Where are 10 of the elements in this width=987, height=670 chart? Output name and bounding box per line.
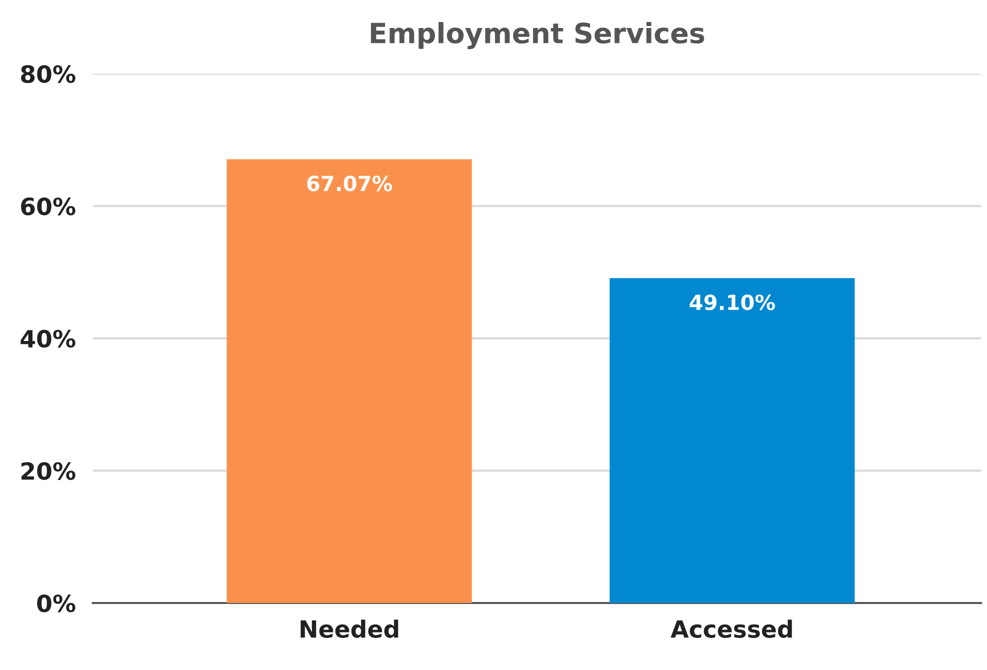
- data-label: 49.10%: [690, 294, 775, 310]
- x-tick-label: Needed: [300, 620, 398, 638]
- chart-title: Employment Services: [370, 22, 704, 50]
- y-tick-label: 60%: [21, 197, 76, 216]
- y-tick-label: 0%: [37, 594, 76, 612]
- data-label: 67.07%: [307, 176, 392, 192]
- y-tick-label: 20%: [21, 462, 76, 480]
- x-tick-label: Accessed: [670, 620, 792, 638]
- y-tick-label: 80%: [21, 65, 76, 84]
- y-tick-label: 40%: [20, 330, 76, 348]
